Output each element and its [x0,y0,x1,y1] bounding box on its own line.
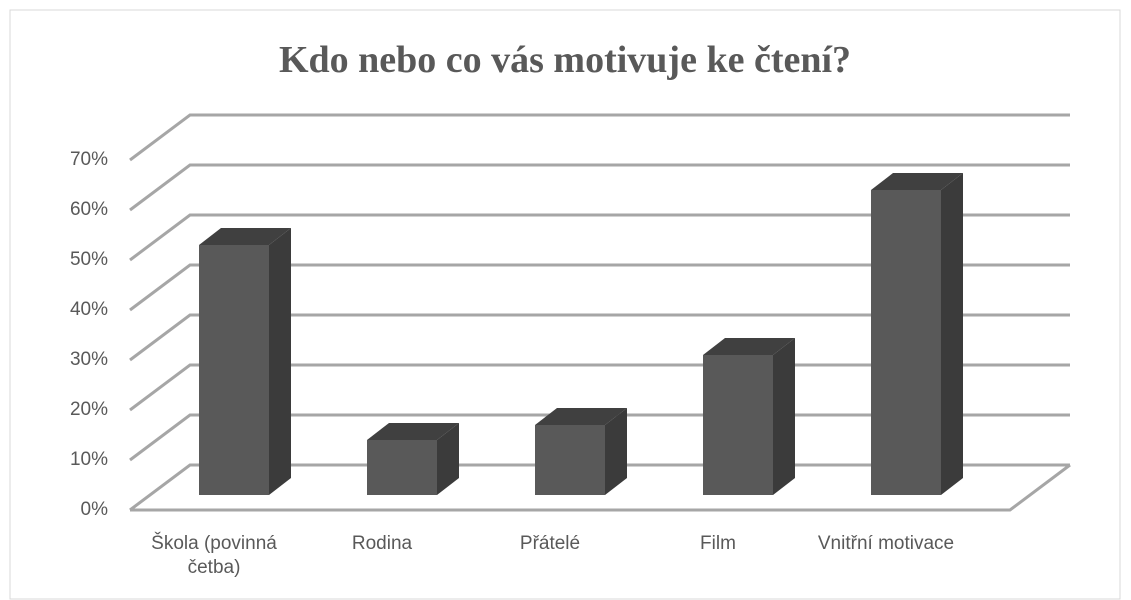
bar-top [703,338,795,355]
bar-top [199,228,291,245]
bar-side [941,173,963,495]
y-tick-label: 70% [70,149,108,170]
y-tick-label: 60% [70,199,108,220]
y-tick-label: 0% [81,499,109,520]
bar-top [871,173,963,190]
bar-front [535,425,605,495]
bar-side [269,228,291,495]
bar [871,173,963,495]
x-tick-label: Přátelé [519,533,581,554]
x-tick-label: Vnitřní motivace [817,533,955,554]
y-tick-label: 50% [70,249,108,270]
chart-border [9,9,1121,600]
bar-top [367,423,459,440]
bar-front [703,355,773,495]
bar-front [199,245,269,495]
bar-top [535,408,627,425]
bar-front [871,190,941,495]
x-tick-label: Film [700,533,736,554]
grid-line [129,163,1070,212]
bar [367,423,459,495]
grid-line [129,263,1070,312]
floor-edge [130,463,1071,512]
bar-side [437,423,459,495]
x-tick-label: Rodina [351,533,413,554]
bar [703,338,795,495]
grid-line [129,113,1070,162]
grid-line [129,213,1070,262]
y-tick-label: 40% [70,299,108,320]
bar-side [773,338,795,495]
y-tick-label: 20% [70,399,108,420]
chart-title: Kdo nebo co vás motivuje ke čtení? [279,39,851,81]
x-tick-label: Škola (povinná četba) [151,533,277,578]
y-tick-label: 10% [70,449,108,470]
bar-side [605,408,627,495]
bar [199,228,291,495]
y-tick-label: 30% [70,349,108,370]
grid-line [129,313,1070,362]
bar-front [367,440,437,495]
bar [535,408,627,495]
